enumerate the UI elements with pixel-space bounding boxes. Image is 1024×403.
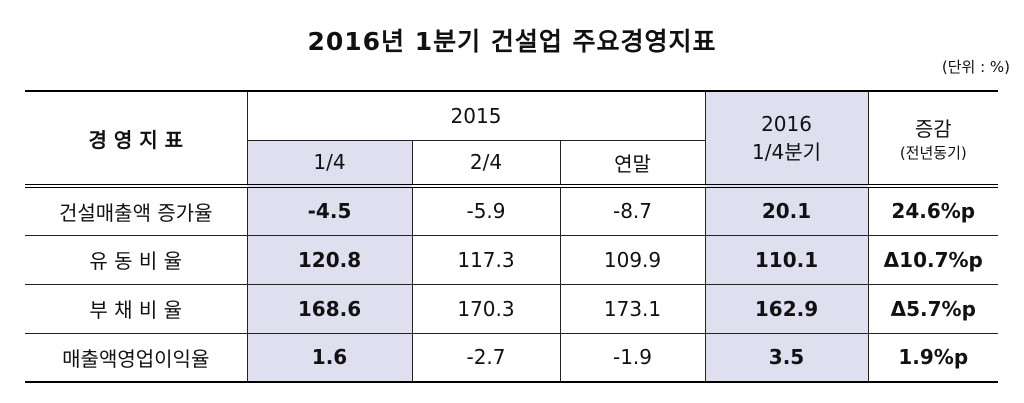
header-cell: 1/4 xyxy=(247,139,413,188)
value-cell: 162.9 xyxy=(704,283,869,334)
header-line: 1/4분기 xyxy=(752,139,822,164)
unit-note: (단위 : %) xyxy=(941,58,1010,76)
value-cell: 117.3 xyxy=(411,234,561,285)
value-cell: 110.1 xyxy=(704,234,869,285)
row-label: 매출액영업이익율 xyxy=(25,332,248,383)
header-row: 경 영 지 표 2015 2016 1/4분기 증감 (전년동기) xyxy=(25,90,999,188)
value-cell: Δ10.7%p xyxy=(867,234,999,285)
header-cell: 경 영 지 표 xyxy=(25,90,248,188)
data-row: 부 채 비 율 168.6 170.3 173.1 162.9 Δ5.7%p xyxy=(25,283,999,334)
value-cell: 120.8 xyxy=(246,234,413,285)
value-cell: 109.9 xyxy=(559,234,706,285)
header-line: 2016 xyxy=(761,111,812,136)
header-cell: 2/4 xyxy=(411,139,561,188)
header-cell: 2015 xyxy=(246,90,706,141)
value-cell: -8.7 xyxy=(559,185,706,236)
row-label: 건설매출액 증가율 xyxy=(25,185,248,236)
value-cell: -5.9 xyxy=(411,185,561,236)
value-cell: 168.6 xyxy=(246,283,413,334)
value-cell: 20.1 xyxy=(704,185,869,236)
data-row: 매출액영업이익율 1.6 -2.7 -1.9 3.5 1.9%p xyxy=(25,332,999,383)
value-cell: 1.9%p xyxy=(867,332,999,383)
value-cell: 170.3 xyxy=(411,283,561,334)
data-row: 유 동 비 율 120.8 117.3 109.9 110.1 Δ10.7%p xyxy=(25,234,999,285)
title: 2016년 1분기 건설업 주요경영지표 xyxy=(307,27,717,56)
indicator-table: 경 영 지 표 2015 2016 1/4분기 증감 (전년동기) 1/4 2/4 … xyxy=(25,90,999,383)
header-row: 1/4 2/4 연말 xyxy=(25,139,998,188)
header-cell: 2016 1/4분기 xyxy=(704,90,869,188)
value-cell: -4.5 xyxy=(246,185,413,236)
row-label: 유 동 비 율 xyxy=(25,234,248,285)
header-line: (전년동기) xyxy=(899,144,967,162)
value-cell: 24.6%p xyxy=(867,185,999,236)
value-cell: 1.6 xyxy=(246,332,413,383)
data-row: 건설매출액 증가율 -4.5 -5.9 -8.7 20.1 24.6%p xyxy=(25,185,999,236)
header-line: 증감 xyxy=(914,117,952,141)
header-cell: 연말 xyxy=(559,139,706,188)
value-cell: -2.7 xyxy=(411,332,561,383)
row-label: 부 채 비 율 xyxy=(25,283,248,334)
header-cell: 증감 (전년동기) xyxy=(867,90,999,188)
value-cell: -1.9 xyxy=(559,332,706,383)
value-cell: 3.5 xyxy=(704,332,869,383)
value-cell: Δ5.7%p xyxy=(867,283,999,334)
value-cell: 173.1 xyxy=(559,283,706,334)
table-body: 경 영 지 표 2015 2016 1/4분기 증감 (전년동기) 1/4 2/4 … xyxy=(25,90,999,383)
